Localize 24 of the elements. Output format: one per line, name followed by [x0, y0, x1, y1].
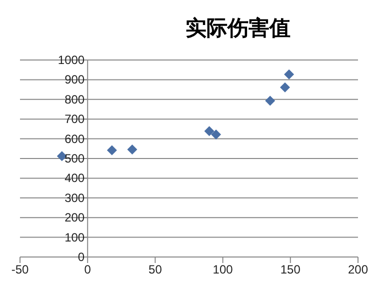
y-tick-label: 900	[64, 72, 85, 87]
y-tick-label: 500	[64, 152, 85, 166]
chart-title: 实际伤害值	[184, 15, 292, 42]
y-tick-label: 200	[64, 210, 85, 225]
x-tick-label: 200	[348, 262, 368, 277]
x-tick-label: -50	[11, 262, 29, 277]
point	[106, 145, 117, 156]
y-tick-label: 400	[64, 171, 85, 186]
point	[284, 69, 294, 80]
point	[211, 129, 222, 140]
x-tick-label: 50	[148, 262, 162, 277]
y-tick-label: 700	[64, 112, 85, 126]
y-tick-label: 0	[78, 250, 85, 264]
point	[204, 126, 214, 136]
x-tick-label: 150	[280, 262, 301, 277]
x-tick-label: 100	[212, 262, 234, 277]
point	[127, 144, 138, 154]
y-tick-label: 1000	[58, 53, 85, 67]
y-tick-label: 600	[64, 132, 85, 146]
point	[280, 82, 290, 92]
y-tick-label: 300	[64, 190, 85, 205]
point	[265, 96, 276, 106]
y-tick-label: 100	[64, 230, 85, 244]
y-tick-label: 800	[64, 92, 85, 106]
